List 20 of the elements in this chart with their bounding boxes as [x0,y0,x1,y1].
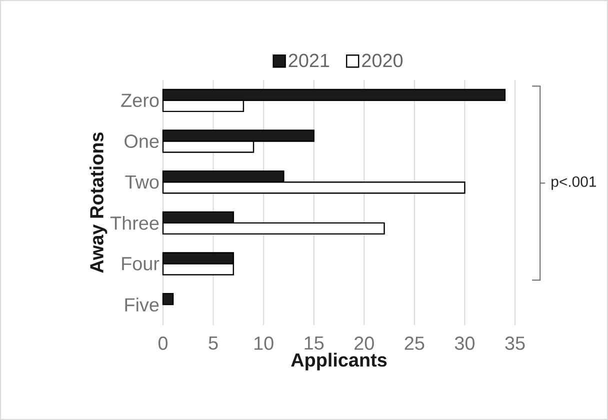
x-tick-label: 20 [354,336,374,350]
y-tick-label: Two [125,175,159,189]
y-tick-label: Zero [121,94,159,108]
x-tick-label: 35 [505,336,525,350]
y-tick-label: Four [122,257,160,270]
x-tick-label: 15 [304,336,324,350]
legend-label: 2020 [362,54,403,68]
bar [162,292,174,306]
x-tick-label: 10 [254,336,274,350]
y-tick-label: Five [125,298,159,312]
x-tick-label: 25 [404,336,424,350]
x-tick-label: 5 [208,336,218,350]
y-tick-label: Three [110,216,159,230]
legend-label: 2021 [288,54,330,68]
x-tick-label: 30 [454,336,474,350]
y-tick-label: One [124,134,159,148]
text: p<.001 [552,176,596,190]
x-tick-label: 0 [158,336,168,350]
y-axis-title: Away Rotations [90,132,108,273]
x-axis-title: Applicants [291,352,387,370]
